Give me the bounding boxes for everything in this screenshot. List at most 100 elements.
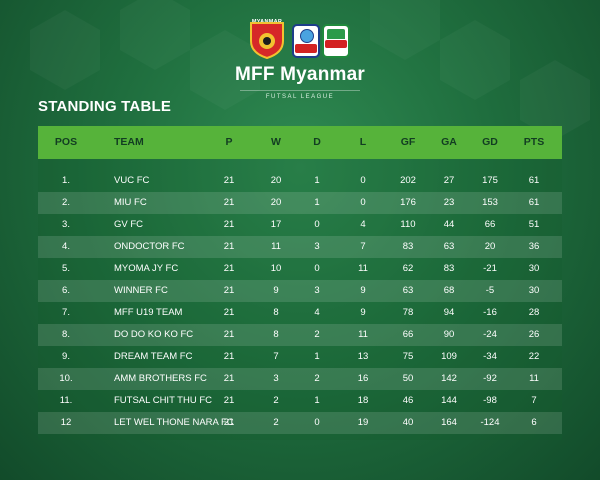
cell-gd: -24 bbox=[483, 329, 497, 340]
cell-w: 20 bbox=[270, 197, 282, 208]
cell-gf: 66 bbox=[402, 329, 414, 340]
cell-ga: 142 bbox=[441, 373, 457, 384]
cell-pos: 8. bbox=[62, 329, 70, 340]
cell-p: 21 bbox=[223, 263, 235, 274]
cell-w: 17 bbox=[270, 219, 282, 230]
cell-p: 21 bbox=[223, 219, 235, 230]
cell-d: 1 bbox=[314, 175, 320, 186]
cell-l: 13 bbox=[357, 351, 369, 362]
cell-d: 3 bbox=[314, 241, 320, 252]
cell-w: 7 bbox=[273, 351, 279, 362]
cell-ga: 109 bbox=[441, 351, 457, 362]
brand-name: Myanmar bbox=[280, 64, 365, 85]
column-header-l: L bbox=[359, 136, 367, 148]
cell-ga: 44 bbox=[443, 219, 455, 230]
cell-ga: 94 bbox=[443, 307, 455, 318]
cell-pts: 30 bbox=[528, 263, 540, 274]
cell-w: 8 bbox=[273, 307, 279, 318]
cell-l: 9 bbox=[360, 307, 366, 318]
cell-w: 8 bbox=[273, 329, 279, 340]
cell-l: 0 bbox=[360, 197, 366, 208]
cell-pts: 51 bbox=[528, 219, 540, 230]
cell-gf: 202 bbox=[400, 175, 416, 186]
cell-ga: 164 bbox=[441, 417, 457, 428]
cell-pos: 3. bbox=[62, 219, 70, 230]
cell-p: 21 bbox=[223, 417, 235, 428]
table-row: 2. MIU FC 21 20 1 0 176 23 153 61 bbox=[38, 192, 562, 214]
cell-ga: 68 bbox=[443, 285, 455, 296]
cell-gd: -124 bbox=[480, 417, 500, 428]
cell-w: 9 bbox=[273, 285, 279, 296]
cell-pts: 22 bbox=[528, 351, 540, 362]
cell-gd: -98 bbox=[483, 395, 497, 406]
futsal-trophy-icon bbox=[292, 24, 320, 58]
cell-d: 2 bbox=[314, 373, 320, 384]
column-header-ga: GA bbox=[441, 136, 457, 148]
cell-l: 11 bbox=[358, 329, 368, 340]
league-subtitle: FUTSAL LEAGUE bbox=[265, 94, 335, 100]
cell-l: 16 bbox=[357, 373, 369, 384]
cell-team: VUC FC bbox=[114, 175, 150, 186]
cell-gd: 20 bbox=[484, 241, 496, 252]
cell-pts: 28 bbox=[528, 307, 540, 318]
cell-w: 3 bbox=[273, 373, 279, 384]
cell-gd: 153 bbox=[482, 197, 498, 208]
cell-ga: 144 bbox=[441, 395, 457, 406]
cell-ga: 27 bbox=[443, 175, 455, 186]
table-header: POS TEAM P W D L GF GA GD PTS bbox=[38, 126, 562, 159]
cell-pos: 7. bbox=[62, 307, 70, 318]
cell-p: 21 bbox=[223, 285, 235, 296]
cell-gd: -16 bbox=[483, 307, 497, 318]
sponsor-logos: MYANMAR bbox=[0, 10, 600, 59]
cell-ga: 90 bbox=[443, 329, 455, 340]
cell-team: WINNER FC bbox=[114, 285, 168, 296]
cell-d: 1 bbox=[314, 395, 320, 406]
table-body: 1. VUC FC 21 20 1 0 202 27 175 61 2. MIU FC 21 20 1 0 17… bbox=[38, 159, 562, 440]
standings-table: POS TEAM P W D L GF GA GD PTS 1. VUC FC 21 20 1 0 202 27… bbox=[38, 126, 562, 440]
column-header-w: W bbox=[271, 136, 281, 148]
cell-p: 21 bbox=[223, 197, 235, 208]
column-header-pts: PTS bbox=[523, 136, 545, 148]
cell-l: 9 bbox=[360, 285, 366, 296]
cell-pos: 4. bbox=[62, 241, 70, 252]
cell-ga: 83 bbox=[443, 263, 455, 274]
table-row: 3. GV FC 21 17 0 4 110 44 66 51 bbox=[38, 214, 562, 236]
cell-l: 18 bbox=[357, 395, 369, 406]
cell-team: MFF U19 TEAM bbox=[114, 307, 183, 318]
cell-gf: 110 bbox=[400, 219, 416, 230]
cell-p: 21 bbox=[223, 175, 235, 186]
cell-gd: -92 bbox=[483, 373, 497, 384]
cell-d: 0 bbox=[314, 263, 320, 274]
cell-w: 2 bbox=[273, 417, 279, 428]
cell-w: 10 bbox=[270, 263, 282, 274]
cell-ga: 23 bbox=[443, 197, 455, 208]
cell-pos: 6. bbox=[62, 285, 70, 296]
cell-d: 4 bbox=[314, 307, 320, 318]
cell-team: MYOMA JY FC bbox=[114, 263, 179, 274]
cell-pts: 61 bbox=[528, 175, 540, 186]
cell-l: 19 bbox=[357, 417, 369, 428]
cell-pts: 7 bbox=[531, 395, 537, 406]
table-row: 11. FUTSAL CHIT THU FC 21 2 1 18 46 144 -98 7 bbox=[38, 390, 562, 412]
cell-pts: 36 bbox=[528, 241, 540, 252]
cell-l: 0 bbox=[360, 175, 366, 186]
cell-pts: 11 bbox=[529, 373, 539, 384]
cell-d: 0 bbox=[314, 417, 320, 428]
cell-team: ONDOCTOR FC bbox=[114, 241, 185, 252]
cell-pts: 30 bbox=[528, 285, 540, 296]
cell-team: LET WEL THONE NARA FC bbox=[114, 417, 234, 428]
cell-d: 1 bbox=[314, 197, 320, 208]
cell-p: 21 bbox=[223, 395, 235, 406]
table-row: 7. MFF U19 TEAM 21 8 4 9 78 94 -16 28 bbox=[38, 302, 562, 324]
cell-w: 20 bbox=[270, 175, 282, 186]
cell-gf: 176 bbox=[400, 197, 416, 208]
table-row: 6. WINNER FC 21 9 3 9 63 68 -5 30 bbox=[38, 280, 562, 302]
cell-pos: 10. bbox=[59, 373, 73, 384]
league-header: MYANMAR MFF Myanmar FUTSAL LEAGUE bbox=[0, 0, 600, 110]
page-title: STANDING TABLE bbox=[38, 98, 172, 115]
cell-gf: 83 bbox=[402, 241, 414, 252]
cell-l: 7 bbox=[360, 241, 366, 252]
cell-p: 21 bbox=[223, 373, 235, 384]
table-row: 5. MYOMA JY FC 21 10 0 11 62 83 -21 30 bbox=[38, 258, 562, 280]
column-header-p: P bbox=[225, 136, 233, 148]
